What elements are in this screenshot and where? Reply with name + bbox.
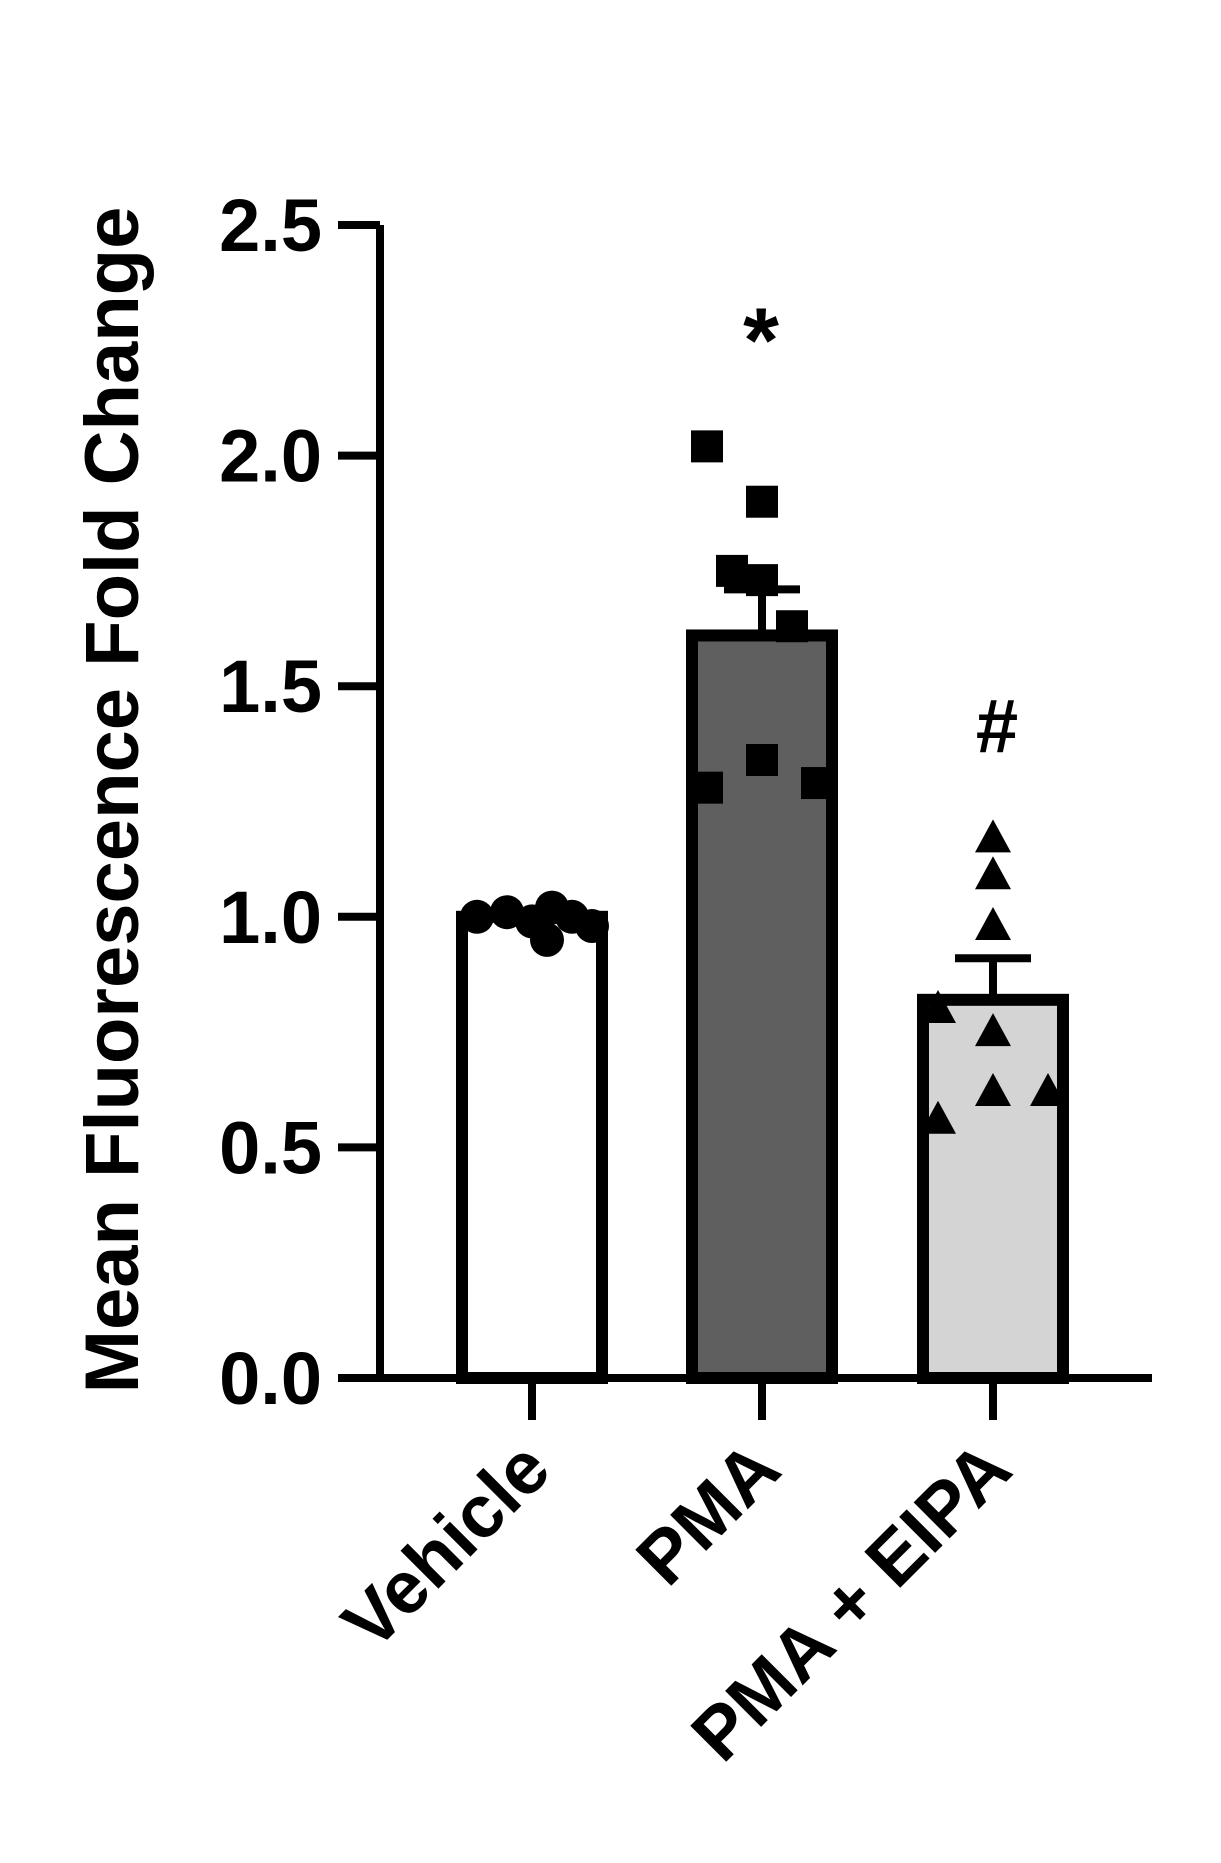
point-0-0 <box>460 899 494 934</box>
point-2-3 <box>920 990 956 1024</box>
point-2-5 <box>975 1073 1011 1107</box>
bar-2 <box>917 993 1069 1384</box>
point-1-5 <box>746 743 778 776</box>
point-2-2 <box>975 907 1011 941</box>
point-1-6 <box>691 771 723 804</box>
y-axis-title: Mean Fluorescence Fold Change <box>70 207 155 1394</box>
significance-1: * <box>743 290 779 392</box>
point-2-4 <box>975 1013 1011 1047</box>
y-tick-label-0: 0.0 <box>219 1337 322 1420</box>
axes-layer <box>338 221 1152 1420</box>
y-tick-label-1: 0.5 <box>219 1106 322 1189</box>
point-1-7 <box>801 767 833 800</box>
point-0-4 <box>530 922 564 957</box>
point-2-1 <box>975 856 1011 890</box>
y-tick-label-3: 1.5 <box>219 645 322 728</box>
point-2-6 <box>1030 1073 1066 1107</box>
point-0-6 <box>575 909 609 944</box>
point-1-0 <box>691 430 723 463</box>
point-1-1 <box>746 485 778 518</box>
significance-2: # <box>976 684 1018 769</box>
bar-0 <box>456 910 608 1384</box>
x-category-label-0: Vehicle <box>326 1426 565 1665</box>
point-1-4 <box>776 610 808 643</box>
points-layer <box>460 430 1066 1134</box>
x-category-label-1: PMA <box>620 1426 795 1601</box>
y-tick-label-4: 2.0 <box>219 415 322 498</box>
y-tick-label-5: 2.5 <box>219 184 322 267</box>
errorbars-layer <box>494 585 1031 1000</box>
point-2-0 <box>975 819 1011 853</box>
point-2-7 <box>920 1100 956 1134</box>
y-tick-label-2: 1.0 <box>219 876 322 959</box>
point-1-3 <box>716 554 748 587</box>
